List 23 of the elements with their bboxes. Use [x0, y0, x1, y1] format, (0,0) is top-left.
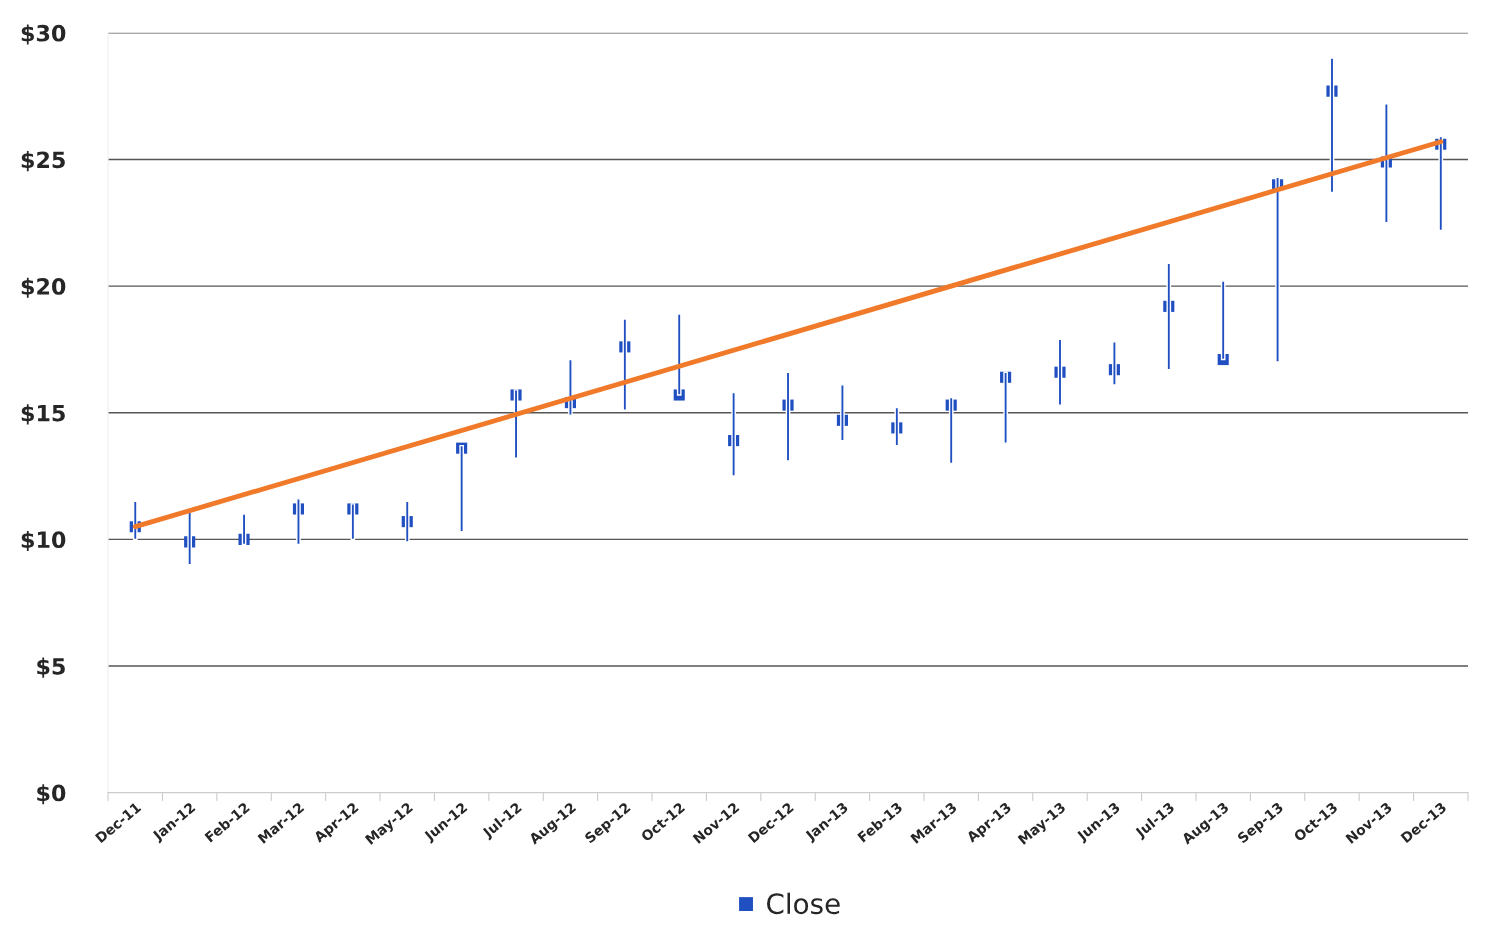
bar [296, 498, 301, 546]
bar [459, 444, 464, 533]
bar [840, 384, 845, 442]
y-tick-label: $0 [37, 784, 66, 805]
bar [1384, 103, 1389, 224]
bar [568, 358, 573, 416]
y-tick-label: $25 [21, 151, 65, 172]
bar [894, 406, 900, 447]
y-tick-label: $30 [21, 24, 66, 45]
bar [404, 500, 410, 543]
bar [187, 510, 192, 566]
bar [1003, 371, 1008, 444]
bar [1438, 135, 1444, 232]
y-tick-label: $15 [21, 404, 65, 425]
bar [1166, 262, 1172, 371]
legend-label: Close [767, 892, 840, 915]
y-tick-label: $5 [37, 657, 65, 678]
bar [1275, 176, 1280, 363]
bar [731, 391, 736, 477]
y-tick-label: $10 [21, 530, 66, 552]
y-tick-label: $20 [21, 277, 66, 298]
bar [948, 396, 954, 465]
bar [1112, 341, 1117, 386]
